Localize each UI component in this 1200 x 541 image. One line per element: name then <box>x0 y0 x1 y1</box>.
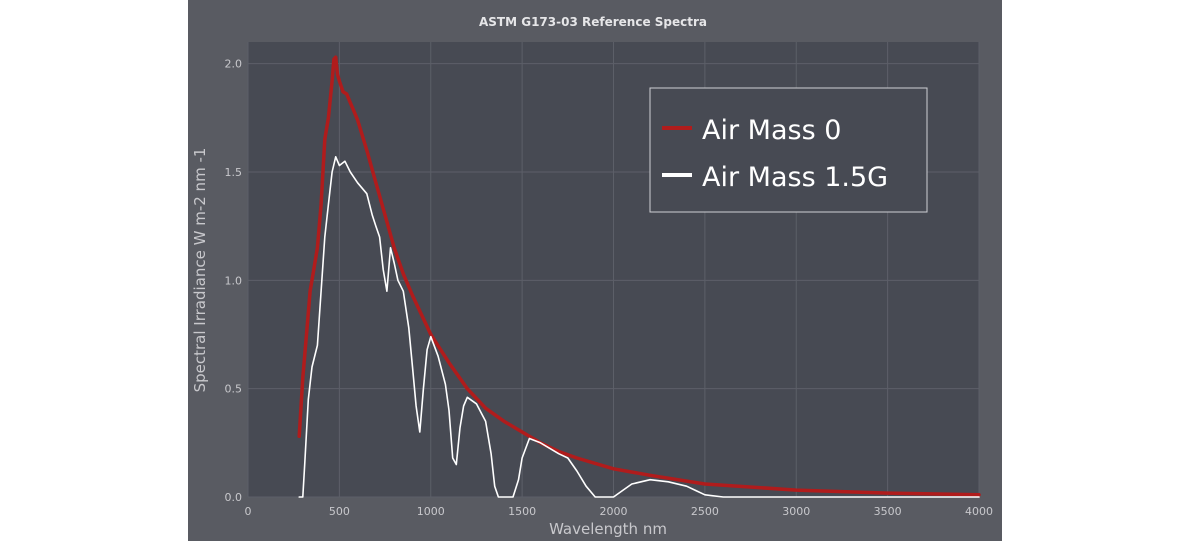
y-tick-label: 1.5 <box>225 166 243 179</box>
chart-title: ASTM G173-03 Reference Spectra <box>479 15 707 29</box>
series-lines <box>297 55 981 498</box>
chart-frame: ASTM G173-03 Reference Spectra 0 500 1000 1… <box>188 0 1002 541</box>
x-tick-label: 0 <box>245 505 252 518</box>
x-tick-label: 1000 <box>417 505 445 518</box>
x-tick-label: 3000 <box>782 505 810 518</box>
y-tick-label: 0.0 <box>225 491 243 504</box>
y-tick-label: 0.5 <box>225 383 243 396</box>
x-tick-label: 2500 <box>691 505 719 518</box>
x-axis-title: Wavelength nm <box>549 520 667 538</box>
y-tick-label: 1.0 <box>225 274 243 287</box>
y-axis-title: Spectral Irradiance W m-2 nm -1 <box>191 148 209 393</box>
legend-box <box>649 87 928 213</box>
spectra-chart: ASTM G173-03 Reference Spectra 0 500 1000 1… <box>191 15 994 538</box>
x-tick-label: 500 <box>329 505 350 518</box>
series-line-air-mass-1-5g <box>298 156 980 498</box>
tick-labels: 0 500 1000 1500 2000 2500 3000 3500 4000 0.0 0.5 1.… <box>225 58 994 518</box>
legend: Air Mass 0 Air Mass 1.5G <box>649 87 928 213</box>
legend-label-air-mass-0: Air Mass 0 <box>702 115 841 146</box>
x-tick-label: 1500 <box>508 505 536 518</box>
x-tick-label: 2000 <box>600 505 628 518</box>
x-tick-label: 3500 <box>874 505 902 518</box>
x-tick-label: 4000 <box>965 505 993 518</box>
legend-label-air-mass-1-5g: Air Mass 1.5G <box>702 162 888 193</box>
y-tick-label: 2.0 <box>225 58 243 71</box>
series-line-air-mass-0 <box>297 55 981 497</box>
